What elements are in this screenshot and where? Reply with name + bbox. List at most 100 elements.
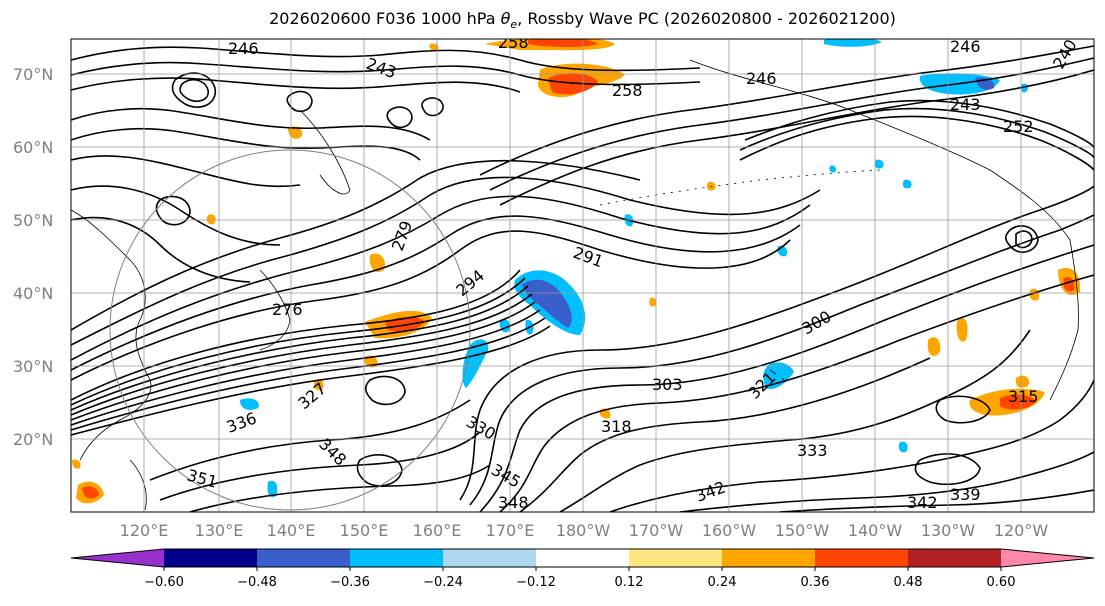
lon-label-150w: 150°W: [775, 521, 830, 540]
contour-line: [364, 375, 406, 406]
contour-line: [1015, 230, 1033, 249]
contour-label-246-c: 246: [746, 69, 777, 88]
contour-label-315: 315: [1008, 387, 1039, 406]
contour-label-252: 252: [1003, 117, 1034, 136]
contour-label-276: 276: [272, 300, 303, 319]
contour-line: [469, 214, 1094, 506]
contour-label-342-b: 342: [907, 493, 938, 512]
negative-anomaly-patch: [240, 398, 259, 410]
contour-line: [71, 46, 701, 72]
contour-label-246-a: 246: [228, 39, 259, 58]
negative-anomaly-patch: [824, 39, 882, 47]
contour-line: [679, 451, 1094, 512]
positive-anomaly-patch: [1000, 394, 1036, 410]
colorbar-swatch: [164, 549, 258, 567]
colorbar-tick-label: 0.48: [894, 575, 923, 590]
positive-anomaly-patch: [649, 297, 657, 307]
contour-line: [71, 325, 551, 436]
lon-label-120w: 120°W: [994, 521, 1049, 540]
contour-line: [71, 61, 701, 86]
lat-label-60n: 60°N: [13, 138, 53, 157]
lat-label-30n: 30°N: [13, 357, 53, 376]
contour-line: [479, 45, 1094, 176]
gridlines: [71, 39, 1094, 512]
lon-label-150e: 150°E: [340, 521, 389, 540]
contour-line: [609, 379, 1094, 512]
lon-label-170w: 170°W: [629, 521, 684, 540]
contour-label-348-b: 348: [498, 493, 529, 512]
contour-line: [179, 78, 209, 102]
contour-line: [286, 90, 313, 113]
contour-line: [779, 489, 1094, 512]
coastline-aleutians: [599, 169, 881, 206]
contour-line: [71, 230, 791, 381]
contour-line: [71, 195, 811, 361]
contour-line: [71, 301, 536, 421]
contour-line: [71, 155, 301, 188]
colorbar-swatch: [257, 549, 351, 567]
lon-label-140e: 140°E: [267, 521, 316, 540]
contour-label-258-a: 258: [498, 33, 529, 52]
colorbar-swatch: [71, 549, 164, 567]
coastlines: [71, 59, 1079, 511]
lon-label-120e: 120°E: [120, 521, 169, 540]
theta-e-contours: [71, 45, 1094, 512]
plot-area: [71, 39, 1094, 512]
contour-line: [744, 99, 1094, 149]
contour-line: [421, 97, 444, 117]
lon-label-140w: 140°W: [848, 521, 903, 540]
contour-line: [71, 317, 546, 431]
contour-line: [71, 277, 526, 406]
contour-line: [739, 115, 1094, 171]
colorbar-swatch: [1001, 549, 1094, 567]
colorbar-tick-label: 0.12: [615, 575, 644, 590]
colorbar-tick-label: 0.24: [708, 575, 737, 590]
negative-anomaly-patch: [874, 159, 884, 169]
negative-anomaly-patch: [829, 165, 837, 173]
contour-line: [71, 309, 541, 426]
positive-anomaly-patch: [927, 337, 941, 356]
contour-line: [356, 454, 403, 487]
negative-anomaly-patch: [902, 179, 912, 189]
colorbar-swatch: [722, 549, 816, 567]
contour-line: [71, 176, 821, 346]
contour-label-243-b: 243: [950, 95, 981, 114]
colorbar-swatch: [443, 549, 537, 567]
colorbar-swatch: [350, 549, 444, 567]
contour-label-318: 318: [601, 417, 632, 436]
contour-line: [71, 107, 431, 141]
contour-line: [71, 216, 251, 283]
negative-anomaly-patch: [763, 362, 794, 390]
lon-label-130w: 130°W: [921, 521, 976, 540]
lon-label-160e: 160°E: [413, 521, 462, 540]
contour-line: [71, 77, 521, 93]
contour-line: [499, 69, 1094, 206]
contour-line: [71, 215, 801, 371]
coastline-philippines: [129, 459, 147, 511]
positive-anomaly-patch: [369, 253, 385, 273]
positive-anomaly-patch: [313, 379, 324, 391]
lon-label-180w: 180°W: [556, 521, 611, 540]
colorbar-tick-label: 0.60: [987, 575, 1016, 590]
latitude-labels: 70°N 60°N 50°N 40°N 30°N 20°N: [13, 65, 53, 449]
lat-label-20n: 20°N: [13, 430, 53, 449]
lon-label-170e: 170°E: [486, 521, 535, 540]
anomaly-shading: [72, 39, 1081, 504]
contour-line: [386, 106, 413, 129]
positive-anomaly-patch: [429, 43, 439, 51]
contour-label-258-b: 258: [612, 81, 643, 100]
colorbar-tick-label: −0.48: [237, 575, 277, 590]
lat-label-70n: 70°N: [13, 65, 53, 84]
contour-line: [71, 127, 421, 161]
colorbar: −0.60 −0.48 −0.36 −0.24 −0.12 0.12 0.24 0.36 0.4…: [70, 548, 1095, 590]
contour-label-303: 303: [652, 375, 683, 394]
contour-line: [479, 244, 1094, 512]
positive-anomaly-patch: [528, 39, 598, 47]
positive-anomaly-patch: [72, 459, 81, 469]
coastline-japan: [259, 269, 291, 351]
colorbar-tick-label: −0.36: [330, 575, 370, 590]
colorbar-tick-label: −0.60: [144, 575, 184, 590]
negative-anomaly-patch: [522, 279, 572, 328]
plot-frame: [70, 38, 1095, 513]
